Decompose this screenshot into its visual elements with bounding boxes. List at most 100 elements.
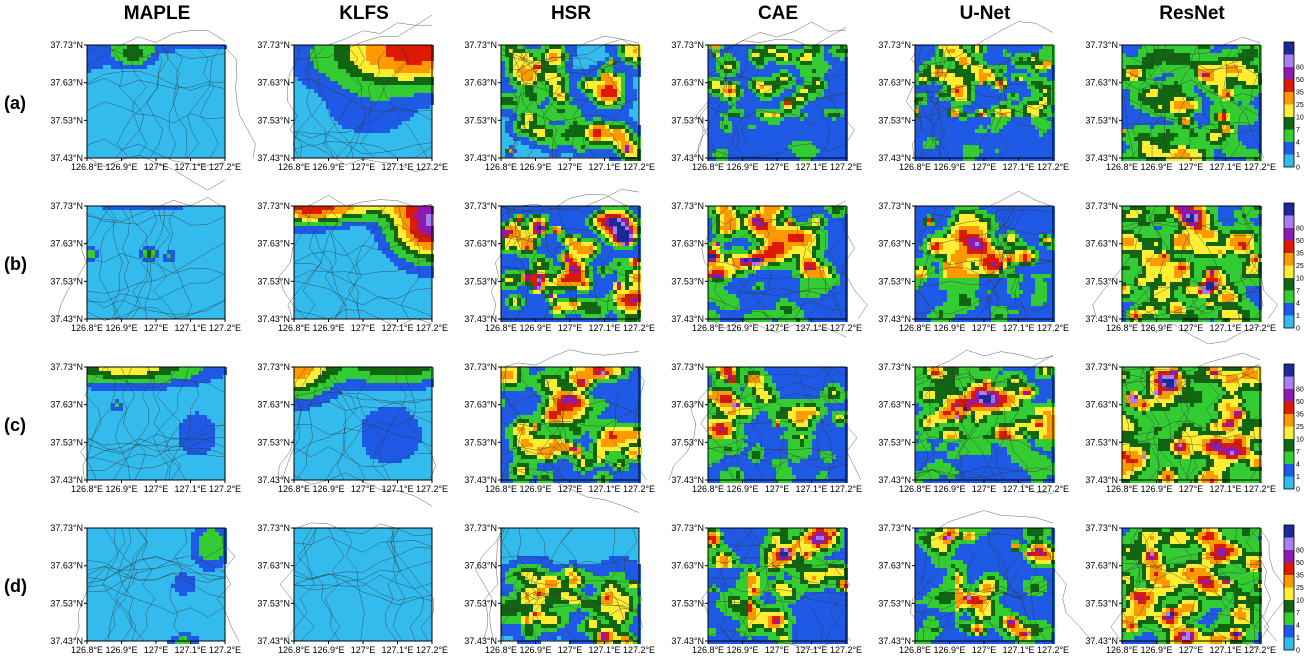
lat-tick-label: 37.63°N xyxy=(878,239,911,249)
lon-tick-label: 127°E xyxy=(1179,645,1204,655)
lat-tick-label: 37.53°N xyxy=(257,115,290,125)
lon-tick-label: 127.1°E xyxy=(174,323,206,333)
lon-tick-label: 127°E xyxy=(1179,323,1204,333)
lon-tick-label: 127.2°E xyxy=(1037,323,1069,333)
lat-tick-label: 37.73°N xyxy=(878,523,911,533)
lat-tick-label: 37.63°N xyxy=(1085,400,1118,410)
lon-tick-label: 126.9°E xyxy=(312,162,344,172)
colorbar-swatch xyxy=(1284,105,1294,118)
colorbar-label: 50 xyxy=(1296,560,1304,567)
lon-tick-label: 126.8°E xyxy=(1106,645,1138,655)
lon-tick-label: 127.1°E xyxy=(381,323,413,333)
lon-tick-label: 127.2°E xyxy=(830,645,862,655)
lat-tick-label: 37.73°N xyxy=(1085,40,1118,50)
lon-tick-label: 127°E xyxy=(558,484,583,494)
lon-tick-label: 126.8°E xyxy=(71,484,103,494)
lon-tick-label: 127.1°E xyxy=(1209,162,1241,172)
lat-tick-label: 37.73°N xyxy=(464,201,497,211)
lon-tick-label: 127.2°E xyxy=(1037,645,1069,655)
lon-tick-label: 126.8°E xyxy=(485,484,517,494)
lon-tick-label: 127.2°E xyxy=(1037,484,1069,494)
lat-tick-label: 37.53°N xyxy=(878,276,911,286)
lon-tick-label: 126.8°E xyxy=(485,645,517,655)
colorbar-swatch xyxy=(1284,117,1294,130)
lat-tick-label: 37.63°N xyxy=(257,239,290,249)
lon-tick-label: 127°E xyxy=(765,323,790,333)
lon-tick-label: 127.1°E xyxy=(588,323,620,333)
lon-tick-label: 126.8°E xyxy=(692,162,724,172)
colorbar-swatch xyxy=(1284,228,1294,241)
lon-tick-label: 126.8°E xyxy=(71,645,103,655)
colorbar-label: 7 xyxy=(1296,288,1300,295)
colorbar-swatch xyxy=(1284,525,1294,538)
lon-tick-label: 126.9°E xyxy=(1140,323,1172,333)
lon-tick-label: 127.2°E xyxy=(1037,162,1069,172)
lon-tick-label: 126.9°E xyxy=(933,162,965,172)
lon-tick-label: 126.8°E xyxy=(899,162,931,172)
lon-tick-label: 126.9°E xyxy=(312,323,344,333)
colorbar-label: 1 xyxy=(1296,474,1300,481)
lat-tick-label: 37.63°N xyxy=(257,561,290,571)
colorbar-label: 10 xyxy=(1296,276,1304,283)
colorbar-swatch xyxy=(1284,452,1294,465)
colorbar-swatch xyxy=(1284,303,1294,316)
colorbar-label: 25 xyxy=(1296,585,1304,592)
lat-tick-label: 37.53°N xyxy=(464,598,497,608)
colorbar-swatch xyxy=(1284,427,1294,440)
lon-tick-label: 127.1°E xyxy=(381,484,413,494)
lon-tick-label: 126.8°E xyxy=(692,323,724,333)
lon-tick-label: 127.2°E xyxy=(623,323,655,333)
row-label-c: (c) xyxy=(4,415,34,435)
lat-tick-label: 37.73°N xyxy=(671,201,704,211)
colorbar-label: 25 xyxy=(1296,263,1304,270)
lat-tick-label: 37.53°N xyxy=(671,598,704,608)
colorbar-swatch xyxy=(1284,55,1294,68)
colorbar-swatch xyxy=(1284,600,1294,613)
lat-tick-label: 37.73°N xyxy=(1085,362,1118,372)
lon-tick-label: 127.1°E xyxy=(1002,645,1034,655)
lat-tick-label: 37.73°N xyxy=(671,523,704,533)
lon-tick-label: 127°E xyxy=(144,323,169,333)
colorbar-label: 7 xyxy=(1296,610,1300,617)
lon-tick-label: 127.1°E xyxy=(588,162,620,172)
lat-tick-label: 37.53°N xyxy=(50,598,83,608)
lat-tick-label: 37.63°N xyxy=(50,400,83,410)
lat-tick-label: 37.73°N xyxy=(1085,523,1118,533)
colorbar-swatch xyxy=(1284,291,1294,304)
lon-tick-label: 127.1°E xyxy=(1209,484,1241,494)
lon-tick-label: 126.9°E xyxy=(519,484,551,494)
lat-tick-label: 37.53°N xyxy=(257,437,290,447)
colorbar-swatch xyxy=(1284,439,1294,452)
lon-tick-label: 127°E xyxy=(144,484,169,494)
lon-tick-label: 126.8°E xyxy=(278,484,310,494)
lat-tick-label: 37.63°N xyxy=(50,561,83,571)
colorbar-swatch xyxy=(1284,92,1294,105)
lat-tick-label: 37.73°N xyxy=(878,362,911,372)
lat-tick-label: 37.73°N xyxy=(878,201,911,211)
column-title-klfs: KLFS xyxy=(284,2,444,26)
lon-tick-label: 126.8°E xyxy=(71,323,103,333)
colorbar-swatch xyxy=(1284,278,1294,291)
lon-tick-label: 127.1°E xyxy=(1002,323,1034,333)
colorbar-swatch xyxy=(1284,203,1294,216)
lat-tick-label: 37.73°N xyxy=(1085,201,1118,211)
lon-tick-label: 127.2°E xyxy=(209,484,241,494)
colorbar-label: 10 xyxy=(1296,437,1304,444)
lon-tick-label: 127.1°E xyxy=(381,162,413,172)
lat-tick-label: 37.53°N xyxy=(671,437,704,447)
lon-tick-label: 126.8°E xyxy=(278,162,310,172)
lon-tick-label: 126.8°E xyxy=(485,162,517,172)
lon-tick-label: 126.8°E xyxy=(278,323,310,333)
lon-tick-label: 126.9°E xyxy=(726,484,758,494)
lon-tick-label: 126.8°E xyxy=(692,645,724,655)
colorbar-label: 1 xyxy=(1296,313,1300,320)
lon-tick-label: 127.1°E xyxy=(588,484,620,494)
lat-tick-label: 37.73°N xyxy=(671,40,704,50)
